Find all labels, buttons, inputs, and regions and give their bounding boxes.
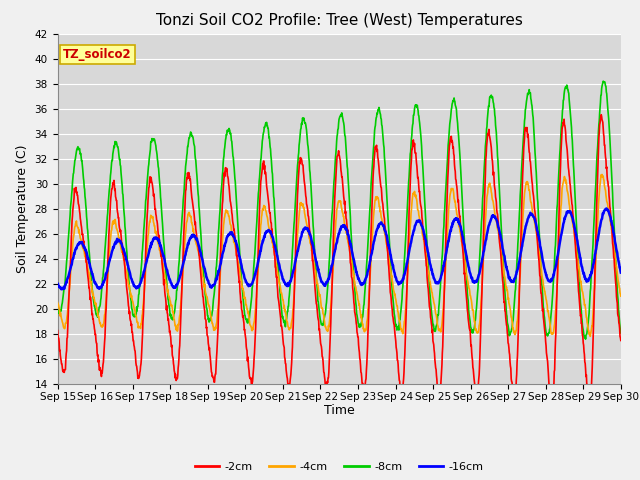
-2cm xyxy=(242,336,250,342)
Line: -16cm: -16cm xyxy=(58,209,621,289)
Title: Tonzi Soil CO2 Profile: Tree (West) Temperatures: Tonzi Soil CO2 Profile: Tree (West) Temp… xyxy=(156,13,523,28)
-8cm xyxy=(242,316,250,322)
-2cm xyxy=(165,324,173,329)
-4cm xyxy=(54,300,61,305)
-8cm xyxy=(165,304,173,310)
-4cm xyxy=(550,326,557,332)
-4cm xyxy=(586,334,594,339)
-4cm xyxy=(500,273,508,279)
-4cm xyxy=(165,294,173,300)
-8cm xyxy=(599,78,607,84)
Legend: -2cm, -4cm, -8cm, -16cm: -2cm, -4cm, -8cm, -16cm xyxy=(190,457,488,477)
-16cm xyxy=(54,280,61,286)
-16cm xyxy=(179,261,187,267)
-8cm xyxy=(54,307,61,312)
-4cm xyxy=(617,293,625,299)
-4cm xyxy=(427,283,435,288)
Line: -2cm: -2cm xyxy=(58,115,621,406)
Line: -8cm: -8cm xyxy=(58,81,621,339)
-2cm xyxy=(500,300,508,305)
-2cm xyxy=(550,383,557,388)
-2cm xyxy=(179,258,187,264)
Y-axis label: Soil Temperature (C): Soil Temperature (C) xyxy=(16,144,29,273)
-16cm xyxy=(243,279,250,285)
Text: TZ_soilco2: TZ_soilco2 xyxy=(63,48,132,60)
-2cm xyxy=(427,314,435,320)
-4cm xyxy=(179,271,187,276)
-8cm xyxy=(427,299,435,305)
-4cm xyxy=(242,302,250,308)
-16cm xyxy=(58,286,66,292)
-2cm xyxy=(597,112,605,118)
-8cm xyxy=(500,278,508,284)
-16cm xyxy=(550,269,558,275)
-4cm xyxy=(598,171,606,177)
-16cm xyxy=(500,253,508,259)
-2cm xyxy=(54,328,61,334)
-8cm xyxy=(550,272,557,278)
-2cm xyxy=(617,337,625,343)
X-axis label: Time: Time xyxy=(324,405,355,418)
Line: -4cm: -4cm xyxy=(58,174,621,336)
-16cm xyxy=(617,270,625,276)
-16cm xyxy=(427,264,435,270)
-8cm xyxy=(179,205,187,211)
-16cm xyxy=(602,206,610,212)
-2cm xyxy=(585,403,593,409)
-8cm xyxy=(582,336,589,342)
-16cm xyxy=(166,277,173,283)
-8cm xyxy=(617,330,625,336)
